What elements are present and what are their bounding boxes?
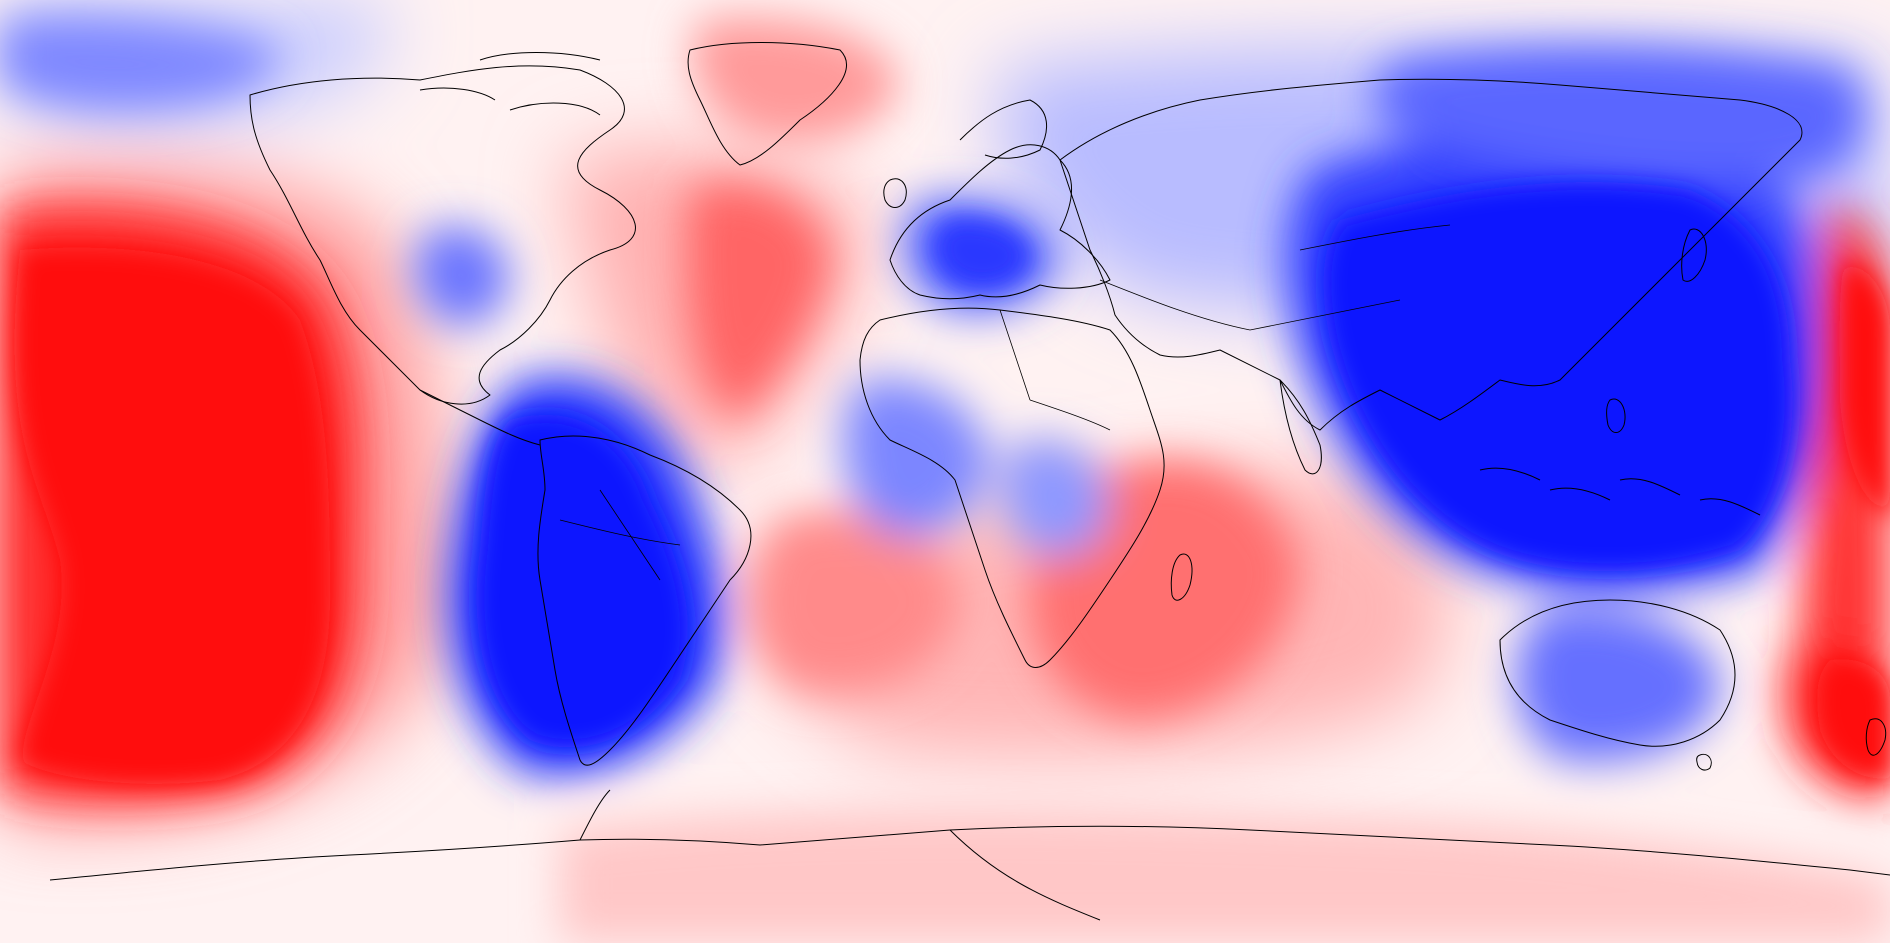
field-australia-cool — [1515, 607, 1720, 762]
coastline-indonesia — [1479, 467, 1761, 516]
field-south-atlantic-warm — [752, 513, 960, 692]
coastline-south-america — [537, 435, 752, 766]
core-europe-cool — [933, 219, 1030, 289]
coastline-europe — [889, 144, 1111, 300]
core-pacific-warm — [14, 247, 331, 784]
coastline-india — [1279, 379, 1322, 475]
field-greenland-warm — [692, 17, 900, 143]
coastline-antarctic-peninsula — [579, 789, 611, 841]
coastline-scandinavia — [959, 99, 1048, 159]
field-central-africa-cool — [1001, 438, 1110, 557]
coastline-uk — [883, 178, 907, 208]
coastline-philippines — [1606, 398, 1626, 433]
field-west-africa-cool — [842, 378, 990, 537]
borders-hints — [559, 224, 1451, 581]
field-antarctic-warm-band — [560, 810, 1890, 943]
coastline-antarctica — [49, 825, 1890, 881]
coastline-australia — [1499, 599, 1736, 747]
coastline-japan — [1681, 228, 1707, 282]
field-atlantic-warm-tongue — [687, 183, 830, 420]
core-east-pacific-warm — [1839, 260, 1890, 520]
coastline-madagascar — [1170, 553, 1193, 601]
field-siberia-cool — [1372, 46, 1864, 183]
coastline-africa — [859, 307, 1165, 668]
field-ne-pacific-cool — [413, 225, 510, 326]
coastline-central-america — [419, 389, 541, 446]
coastline-greenland — [687, 42, 847, 166]
coastline-new-zealand — [1865, 718, 1887, 756]
coastline-arctic-islands — [419, 52, 601, 116]
coastline-tasmania — [1696, 753, 1712, 771]
field-core-layer — [14, 181, 1890, 784]
core-asia-cool — [1323, 181, 1793, 572]
coastlines — [49, 42, 1890, 921]
field-nw-corner-cool — [0, 16, 280, 110]
coastline-asia — [1059, 78, 1803, 431]
core-sw-pacific-warm — [1817, 659, 1890, 780]
coastline-north-america — [249, 65, 636, 405]
coastline-ross-shelf — [949, 829, 1101, 921]
core-south-america-cool — [476, 414, 689, 748]
